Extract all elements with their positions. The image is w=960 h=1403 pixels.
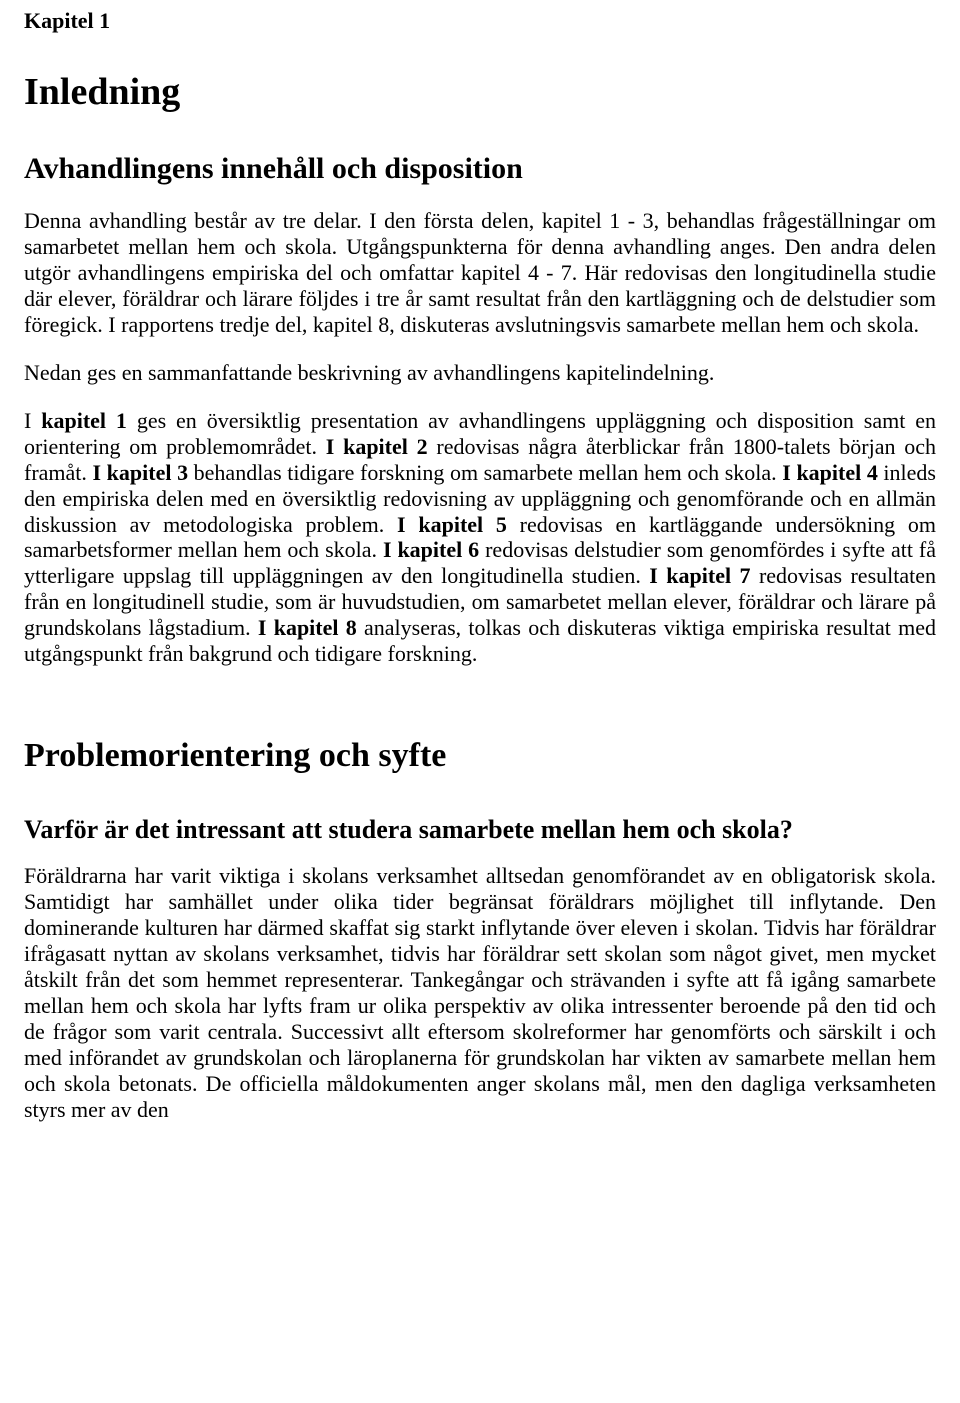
- p3-h: I kapitel 4: [782, 460, 878, 485]
- heading-inledning: Inledning: [24, 70, 936, 114]
- p3-b: kapitel 1: [41, 408, 127, 433]
- chapter-label: Kapitel 1: [24, 8, 936, 34]
- p3-l: I kapitel 6: [383, 537, 479, 562]
- heading-avhandlingens: Avhandlingens innehåll och disposition: [24, 152, 936, 186]
- paragraph-4: Föräldrarna har varit viktiga i skolans …: [24, 863, 936, 1123]
- paragraph-3: I kapitel 1 ges en översiktlig presentat…: [24, 408, 936, 668]
- p3-d: I kapitel 2: [326, 434, 428, 459]
- p3-p: I kapitel 8: [258, 615, 357, 640]
- heading-problemorientering: Problemorientering och syfte: [24, 737, 936, 775]
- paragraph-1: Denna avhandling består av tre delar. I …: [24, 208, 936, 338]
- p3-j: I kapitel 5: [397, 512, 507, 537]
- p3-f: I kapitel 3: [93, 460, 189, 485]
- heading-varfor: Varför är det intressant att studera sam…: [24, 815, 936, 845]
- p3-g: behandlas tidigare forskning om samarbet…: [188, 460, 782, 485]
- p3-a: I: [24, 408, 41, 433]
- p3-n: I kapitel 7: [649, 563, 750, 588]
- paragraph-2: Nedan ges en sammanfattande beskrivning …: [24, 360, 936, 386]
